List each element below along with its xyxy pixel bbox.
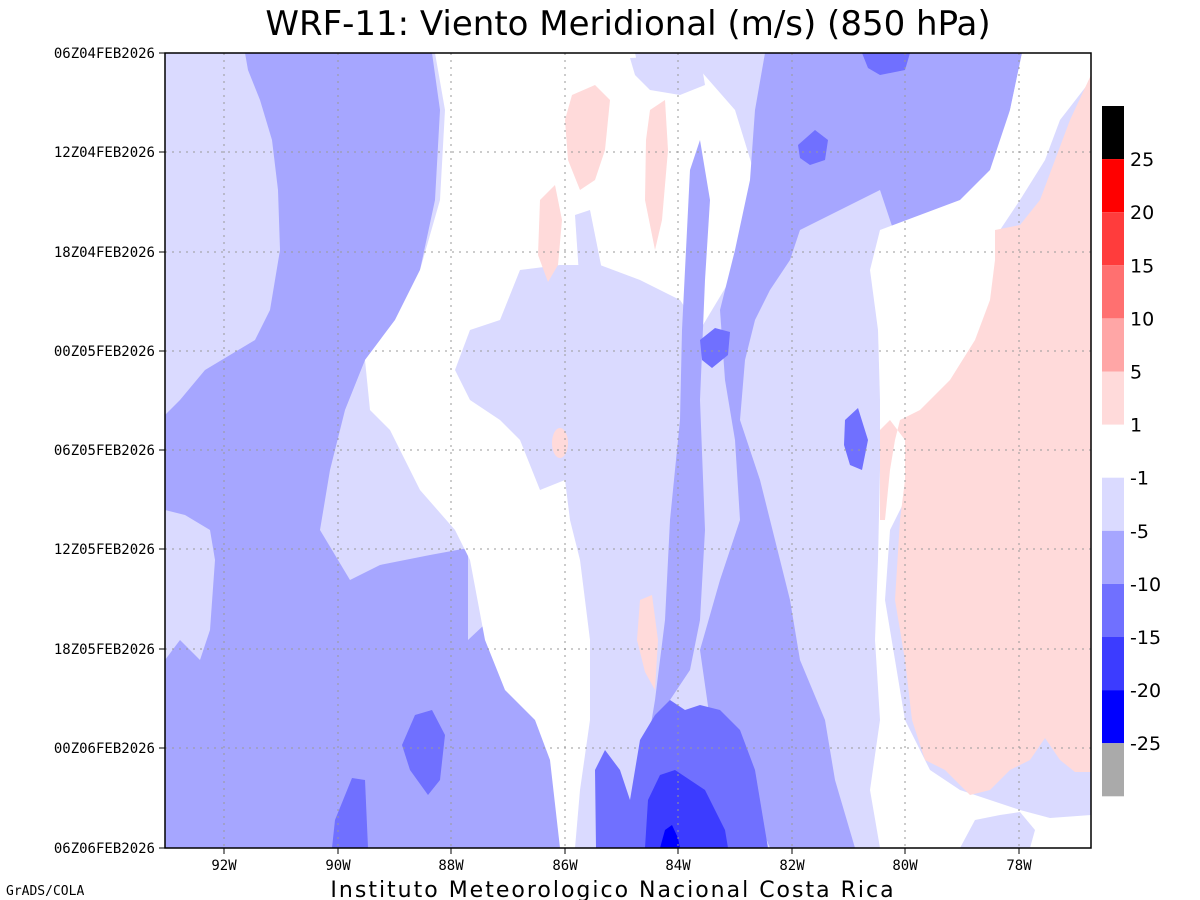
region-patch-5 [332,778,368,848]
colorbar-swatch [1102,265,1124,319]
colorbar-swatch [1102,106,1124,160]
region-pink-1 [565,85,610,190]
region-jet-core [660,825,680,848]
region-central-spine [640,140,710,848]
colorbar-label: 10 [1130,308,1154,330]
y-tick-label: 18Z05FEB2026 [54,642,155,658]
colorbar-label: -5 [1130,521,1149,543]
colorbar-swatch [1102,690,1124,744]
x-tick-label: 84W [665,858,691,874]
colorbar-label: -20 [1130,680,1161,702]
colorbar-swatch [1102,477,1124,531]
colorbar-swatch [1102,430,1124,472]
colorbar-swatch [1102,212,1124,266]
colorbar-swatch [1102,318,1124,372]
colorbar-label: -15 [1130,627,1161,649]
colorbar-swatch [1102,159,1124,213]
colorbar-swatch [1102,637,1124,691]
colorbar-label: -10 [1130,574,1161,596]
x-tick-label: 80W [892,858,918,874]
y-tick-label: 06Z05FEB2026 [54,443,155,459]
y-tick-label: 00Z06FEB2026 [54,741,155,757]
region-central-neutral [365,53,755,848]
x-tick-label: 82W [779,858,805,874]
colorbar-swatch [1102,371,1124,425]
region-lightblue-1 [630,55,705,95]
region-pink-3 [538,185,562,282]
y-tick-label: 06Z04FEB2026 [54,46,155,62]
y-axis: 06Z04FEB2026 12Z04FEB2026 18Z04FEB2026 0… [54,46,165,857]
credit-text: Instituto Meteorologico Nacional Costa R… [330,878,895,900]
region-east-lightblue [960,812,1035,848]
x-tick-label: 90W [325,858,351,874]
region-east-band [700,53,1022,848]
region-east-neutral [870,53,1091,848]
x-tick-label: 86W [552,858,578,874]
x-tick-label: 88W [438,858,464,874]
region-lightblue-2 [575,210,610,350]
colorbar-swatch [1102,743,1124,797]
colorbar: 25 20 15 10 5 1 -1 -5 -10 -15 -20 -25 [1102,106,1161,797]
region-patch-4 [402,710,445,795]
y-tick-label: 12Z05FEB2026 [54,542,155,558]
colorbar-label: 20 [1130,202,1154,224]
x-tick-label: 78W [1006,858,1032,874]
y-tick-label: 12Z04FEB2026 [54,145,155,161]
grid-lines [165,53,1091,848]
colorbar-swatch [1102,530,1124,584]
region-pink-2 [645,100,668,250]
y-tick-label: 18Z04FEB2026 [54,245,155,261]
colorbar-label: 25 [1130,149,1154,171]
x-tick-label: 92W [211,858,237,874]
colorbar-swatch [1102,583,1124,637]
colorbar-label: 1 [1130,415,1142,437]
y-tick-label: 00Z05FEB2026 [54,344,155,360]
chart-title: WRF-11: Viento Meridional (m/s) (850 hPa… [265,4,990,44]
region-pink-4 [637,595,658,690]
region-jet-mid [645,770,728,848]
plot-area [164,52,1092,849]
region-pink-5 [552,428,568,458]
colorbar-label: -1 [1130,468,1149,490]
region-lightblue-3 [520,290,560,420]
region-far-east [880,75,1091,795]
colorbar-label: 15 [1130,255,1154,277]
region-patch-top [862,53,910,75]
colorbar-label: 5 [1130,362,1142,384]
region-jet-outer [595,700,768,848]
region-patch-2 [700,328,730,368]
y-tick-label: 06Z06FEB2026 [54,841,155,857]
colorbar-label: -25 [1130,733,1161,755]
x-axis: 92W 90W 88W 86W 84W 82W 80W 78W [211,848,1032,874]
region-patch-1 [798,130,828,165]
region-patch-3 [844,408,868,470]
software-label: GrADS/COLA [6,884,84,899]
